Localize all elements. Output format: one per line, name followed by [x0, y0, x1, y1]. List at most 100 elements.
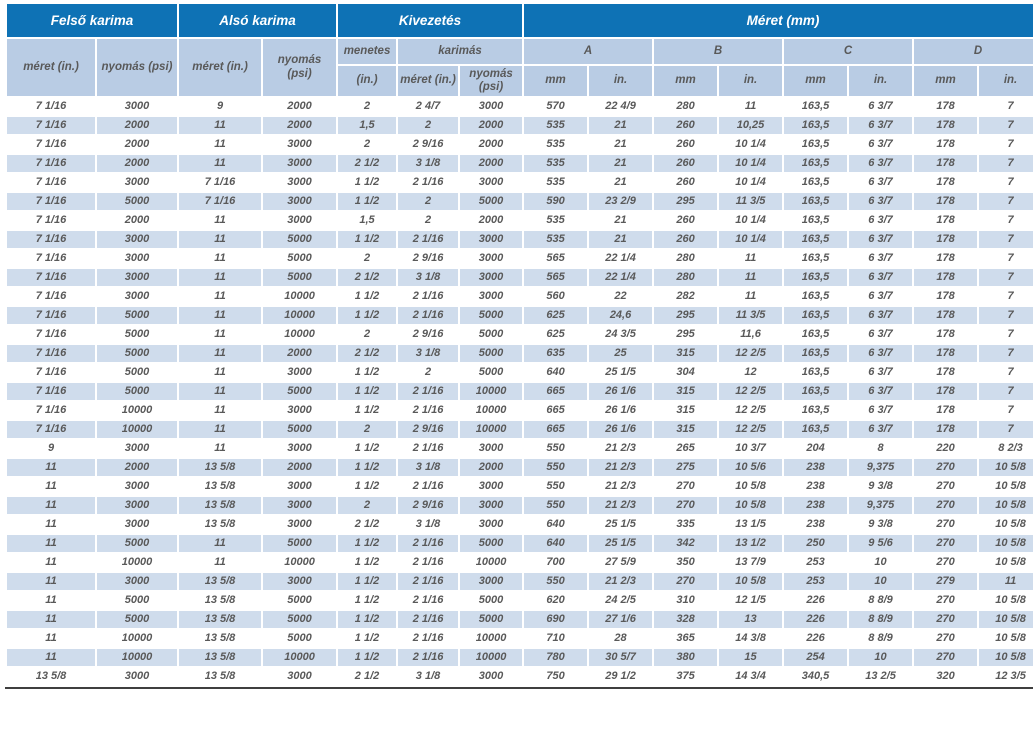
table-cell: 375	[654, 668, 718, 685]
table-cell: 2000	[460, 459, 523, 476]
table-row: 7 1/16 10000 11 5000 2 2 9/16 10000 665 26 1/6 31…	[7, 421, 1033, 438]
group-header-kivezetes: Kivezetés	[338, 4, 523, 37]
table-cell: 11	[179, 250, 262, 267]
table-cell: 1,5	[338, 117, 397, 134]
table-cell: 3000	[97, 231, 178, 248]
table-cell: 7 1/16	[179, 193, 262, 210]
table-cell: 10 5/8	[979, 554, 1033, 571]
table-cell: 13 5/8	[179, 630, 262, 647]
table-cell: 10	[849, 573, 913, 590]
table-cell: 7	[979, 383, 1033, 400]
table-cell: 25	[589, 345, 653, 362]
table-row: 7 1/16 3000 11 10000 1 1/2 2 1/16 3000 560 22 282…	[7, 288, 1033, 305]
table-cell: 27 1/6	[589, 611, 653, 628]
table-cell: 6 3/7	[849, 98, 913, 115]
column-header-b-in: in.	[719, 66, 783, 96]
table-cell: 13 1/5	[719, 516, 783, 533]
table-cell: 5000	[460, 326, 523, 343]
column-header-menetes-unit: (in.)	[338, 66, 397, 96]
table-cell: 5000	[97, 611, 178, 628]
table-cell: 11	[979, 573, 1033, 590]
table-cell: 1 1/2	[338, 611, 397, 628]
table-cell: 260	[654, 212, 718, 229]
table-cell: 13 5/8	[179, 592, 262, 609]
table-cell: 2000	[460, 117, 523, 134]
column-header-a-in: in.	[589, 66, 653, 96]
table-cell: 3 1/8	[398, 345, 459, 362]
table-cell: 11 3/5	[719, 193, 783, 210]
table-cell: 21 2/3	[589, 497, 653, 514]
table-cell: 6 3/7	[849, 193, 913, 210]
table-cell: 690	[524, 611, 588, 628]
table-cell: 7	[979, 174, 1033, 191]
table-cell: 9 3/8	[849, 478, 913, 495]
column-header-karimas-meret: méret (in.)	[398, 66, 459, 96]
table-cell: 342	[654, 535, 718, 552]
table-cell: 535	[524, 212, 588, 229]
table-cell: 11	[179, 535, 262, 552]
table-cell: 10000	[263, 326, 337, 343]
table-cell: 279	[914, 573, 978, 590]
table-cell: 295	[654, 193, 718, 210]
table-cell: 11	[179, 269, 262, 286]
table-row: 9 3000 11 3000 1 1/2 2 1/16 3000 550 21 2/3 265 10…	[7, 440, 1033, 457]
table-cell: 26 1/6	[589, 383, 653, 400]
column-header-dim-d: D	[914, 39, 1033, 64]
table-cell: 1 1/2	[338, 535, 397, 552]
table-cell: 21	[589, 155, 653, 172]
table-cell: 315	[654, 383, 718, 400]
table-cell: 2 1/16	[398, 630, 459, 647]
table-cell: 535	[524, 231, 588, 248]
table-cell: 1 1/2	[338, 231, 397, 248]
table-cell: 270	[914, 611, 978, 628]
table-cell: 10000	[263, 288, 337, 305]
table-cell: 13 5/8	[179, 668, 262, 685]
table-cell: 14 3/4	[719, 668, 783, 685]
table-cell: 3000	[263, 440, 337, 457]
table-cell: 28	[589, 630, 653, 647]
table-cell: 7	[979, 98, 1033, 115]
table-cell: 5000	[263, 592, 337, 609]
table-cell: 5000	[97, 326, 178, 343]
table-cell: 11	[179, 212, 262, 229]
table-cell: 565	[524, 269, 588, 286]
table-cell: 3000	[460, 288, 523, 305]
table-cell: 10,25	[719, 117, 783, 134]
table-cell: 5000	[263, 611, 337, 628]
table-cell: 260	[654, 117, 718, 134]
table-cell: 1 1/2	[338, 383, 397, 400]
table-cell: 10000	[97, 554, 178, 571]
table-cell: 13 5/8	[179, 478, 262, 495]
subheader-row-2: (in.) méret (in.) nyomás (psi) mm in. mm…	[7, 66, 1033, 96]
table-cell: 1 1/2	[338, 592, 397, 609]
table-cell: 10 5/6	[719, 459, 783, 476]
table-cell: 178	[914, 288, 978, 305]
table-cell: 10 5/8	[719, 573, 783, 590]
table-cell: 5000	[97, 592, 178, 609]
table-cell: 710	[524, 630, 588, 647]
table-cell: 21	[589, 231, 653, 248]
table-cell: 250	[784, 535, 848, 552]
table-cell: 7 1/16	[7, 212, 95, 229]
group-header-meret-mm: Méret (mm)	[524, 4, 1033, 37]
table-cell: 178	[914, 212, 978, 229]
column-header-also-meret: méret (in.)	[179, 39, 262, 96]
table-cell: 535	[524, 117, 588, 134]
table-cell: 6 3/7	[849, 269, 913, 286]
table-cell: 328	[654, 611, 718, 628]
table-cell: 163,5	[784, 421, 848, 438]
table-cell: 3 1/8	[398, 668, 459, 685]
table-cell: 665	[524, 402, 588, 419]
table-cell: 11	[179, 117, 262, 134]
group-header-also-karima: Alsó karima	[179, 4, 337, 37]
table-cell: 163,5	[784, 193, 848, 210]
table-cell: 6 3/7	[849, 307, 913, 324]
table-cell: 178	[914, 345, 978, 362]
table-cell: 1 1/2	[338, 364, 397, 381]
table-cell: 11	[179, 155, 262, 172]
table-cell: 1 1/2	[338, 288, 397, 305]
table-cell: 5000	[263, 535, 337, 552]
table-cell: 22 4/9	[589, 98, 653, 115]
table-row: 11 3000 13 5/8 3000 1 1/2 2 1/16 3000 550 21 2/3…	[7, 478, 1033, 495]
table-cell: 570	[524, 98, 588, 115]
